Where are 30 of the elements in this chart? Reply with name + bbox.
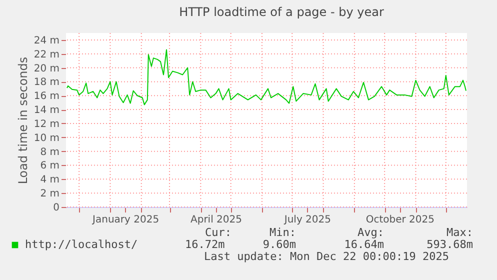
chart-title: HTTP loadtime of a page - by year: [179, 5, 384, 19]
y-tick-label: 24 m: [34, 35, 60, 46]
y-tick-label: 4 m: [40, 174, 60, 186]
text: 16.64m: [344, 238, 384, 251]
text: Max:: [446, 226, 473, 239]
y-tick-label: 8 m: [40, 146, 60, 158]
x-tick-label: January 2025: [92, 214, 160, 226]
y-tick-label: 0: [53, 202, 60, 214]
text: Last update: Mon Dec 22 00:00:19 2025: [204, 250, 449, 263]
legend-label: http://localhost/: [25, 238, 138, 251]
y-tick-label: 2 m: [40, 188, 60, 200]
text: Cur:: [205, 226, 232, 239]
text: Avg:: [358, 226, 384, 239]
y-tick-label: 16 m: [34, 91, 60, 102]
x-tick-label: July 2025: [283, 214, 332, 226]
x-tick-label: April 2025: [190, 214, 242, 226]
text: 593.68m: [426, 238, 474, 251]
y-axis-title: Load time in seconds: [16, 56, 30, 184]
text: Min:: [270, 226, 296, 239]
y-tick-label: 22 m: [34, 49, 60, 60]
y-tick-label: 14 m: [34, 105, 60, 116]
y-tick-label: 20 m: [34, 63, 60, 74]
line-series: [66, 49, 466, 106]
y-tick-label: 18 m: [34, 77, 60, 88]
y-tick-label: 10 m: [34, 132, 60, 144]
text: 16.72m: [185, 238, 226, 251]
y-tick-label: 12 m: [34, 118, 60, 130]
x-tick-label: October 2025: [366, 214, 434, 226]
y-tick-label: 6 m: [40, 160, 60, 172]
text: 9.60m: [262, 238, 296, 251]
